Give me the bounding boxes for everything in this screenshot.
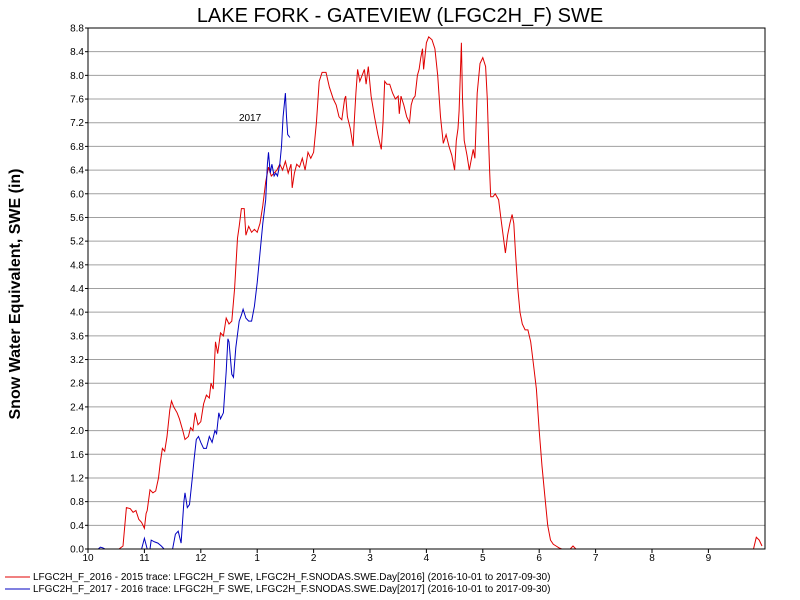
- legend-entry-1: LFGC2H_F_2016 - 2015 trace: LFGC2H_F SWE…: [33, 572, 550, 583]
- x-tick-label: 1: [254, 553, 260, 564]
- legend-entry-2: LFGC2H_F_2017 - 2016 trace: LFGC2H_F SWE…: [33, 584, 550, 595]
- y-tick-label: 5.6: [70, 213, 84, 224]
- series-lines: [97, 36, 763, 550]
- series-line-1: [118, 36, 763, 550]
- x-tick-label: 10: [82, 553, 94, 564]
- x-tick-label: 12: [195, 553, 207, 564]
- y-tick-label: 1.2: [70, 473, 84, 484]
- x-tick-label: 11: [139, 553, 150, 564]
- y-tick-label: 3.2: [70, 355, 84, 366]
- plot-area-frame: [87, 27, 766, 550]
- y-tick-label: 2.8: [70, 379, 84, 390]
- y-tick-label: 5.2: [70, 237, 84, 248]
- y-tick-label: 0.0: [70, 545, 84, 556]
- y-tick-label: 1.6: [70, 450, 84, 461]
- y-tick-label: 7.2: [70, 118, 84, 129]
- y-tick-label: 4.4: [70, 284, 84, 295]
- series-line-2: [97, 93, 291, 550]
- y-tick-label: 0.8: [70, 497, 84, 508]
- y-tick-label: 3.6: [70, 331, 84, 342]
- x-tick-label: 5: [480, 553, 486, 564]
- y-tick-label: 4.8: [70, 260, 84, 271]
- y-tick-label: 8.4: [70, 47, 84, 58]
- y-tick-label: 6.8: [70, 142, 84, 153]
- x-tick-label: 3: [367, 553, 373, 564]
- x-tick-label: 8: [649, 553, 655, 564]
- y-tick-label: 8.8: [70, 24, 84, 35]
- y-tick-labels: 0.0 0.4 0.8 1.2 1.6 2.0 2.4 2.8 3.2 3.6 4.0 4.4 4.8 5…: [70, 24, 88, 556]
- x-tick-label: 4: [424, 553, 430, 564]
- grid-lines: [88, 27, 765, 526]
- y-tick-label: 7.6: [70, 95, 84, 106]
- x-tick-label: 7: [593, 553, 599, 564]
- y-tick-label: 4.0: [70, 308, 84, 319]
- y-axis-label: Snow Water Equivalent, SWE (in): [7, 169, 24, 420]
- y-tick-label: 0.4: [70, 521, 84, 532]
- y-tick-label: 2.4: [70, 402, 84, 413]
- y-tick-label: 8.0: [70, 71, 84, 82]
- y-tick-label: 6.4: [70, 166, 84, 177]
- chart-title: LAKE FORK - GATEVIEW (LFGC2H_F) SWE: [197, 5, 603, 27]
- y-tick-label: 6.0: [70, 189, 84, 200]
- x-tick-label: 2: [311, 553, 317, 564]
- legend: LFGC2H_F_2016 - 2015 trace: LFGC2H_F SWE…: [5, 572, 550, 595]
- year-label: 2017: [239, 113, 262, 124]
- x-tick-label: 9: [706, 553, 712, 564]
- x-tick-label: 6: [536, 553, 542, 564]
- y-tick-label: 2.0: [70, 426, 84, 437]
